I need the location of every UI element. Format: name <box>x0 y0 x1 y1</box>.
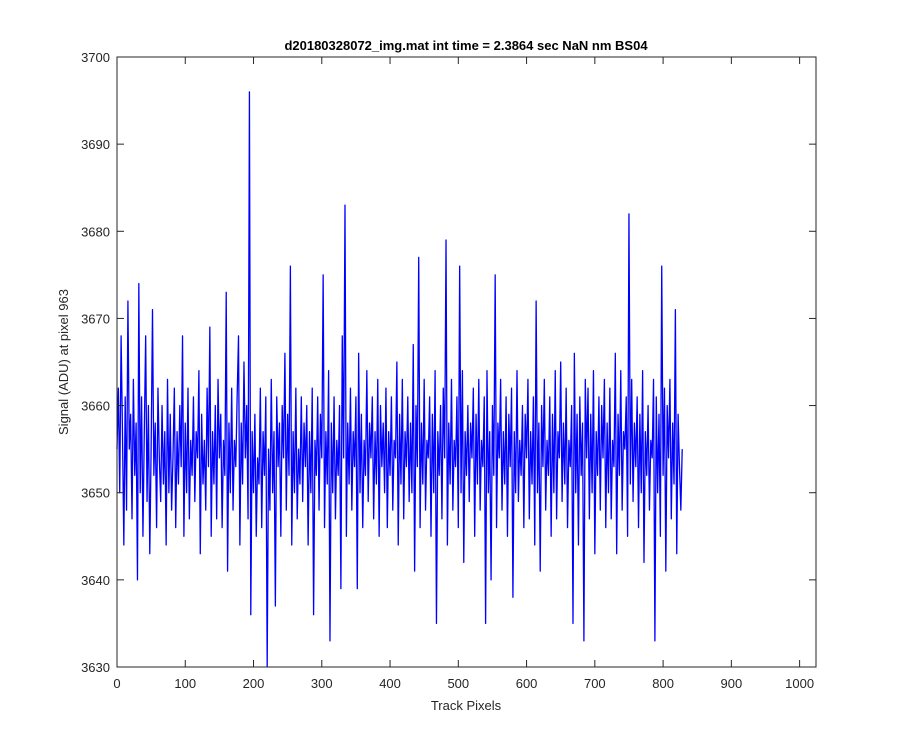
x-tick-label: 700 <box>584 676 606 691</box>
y-tick-label: 3640 <box>81 573 110 588</box>
x-axis-label: Track Pixels <box>431 698 502 713</box>
series-line <box>116 91 683 668</box>
y-axis: 3630 3640 3650 3660 3670 3680 3690 3700 <box>81 50 816 675</box>
y-tick-label: 3700 <box>81 50 110 65</box>
x-tick-label: 1000 <box>785 676 814 691</box>
y-tick-label: 3650 <box>81 486 110 501</box>
y-tick-label: 3690 <box>81 137 110 152</box>
series-layer <box>116 91 683 668</box>
x-tick-label: 500 <box>447 676 469 691</box>
x-tick-label: 200 <box>243 676 265 691</box>
plot-frame <box>116 56 817 668</box>
y-tick-label: 3660 <box>81 399 110 414</box>
y-axis-label: Signal (ADU) at pixel 963 <box>56 289 71 435</box>
x-tick-label: 900 <box>721 676 743 691</box>
y-tick-label: 3630 <box>81 660 110 675</box>
x-axis: 0 100 200 300 400 500 600 700 800 900 1000 <box>113 57 814 691</box>
x-tick-label: 300 <box>311 676 333 691</box>
x-tick-label: 800 <box>652 676 674 691</box>
x-tick-label: 0 <box>113 676 120 691</box>
y-tick-label: 3670 <box>81 311 110 326</box>
x-tick-label: 400 <box>379 676 401 691</box>
y-tick-label: 3680 <box>81 224 110 239</box>
plot-background <box>117 57 816 667</box>
x-tick-label: 600 <box>516 676 538 691</box>
x-tick-label: 100 <box>174 676 196 691</box>
chart-title: d20180328072_img.mat int time = 2.3864 s… <box>284 38 648 53</box>
